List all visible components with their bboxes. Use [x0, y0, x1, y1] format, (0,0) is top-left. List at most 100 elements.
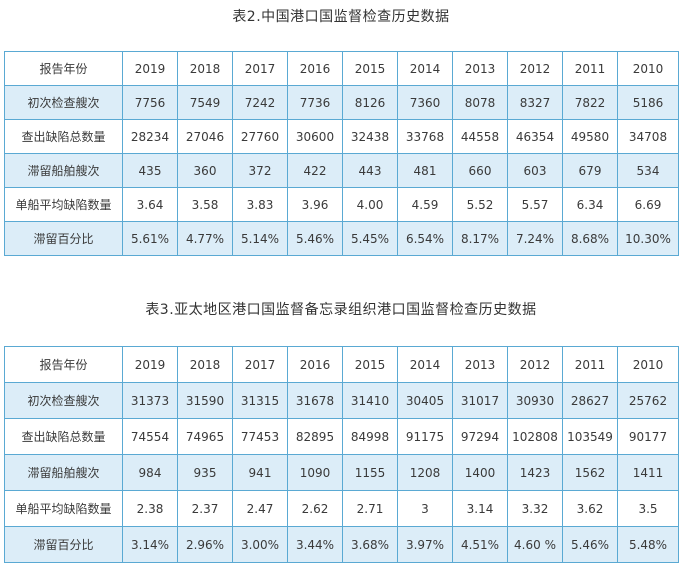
value-cell: 5.14% — [232, 221, 288, 256]
year-header-cell: 2016 — [287, 51, 343, 86]
table-row: 滞留百分比 3.14% 2.96% 3.00% 3.44% 3.68% 3.97% 4.51%… — [4, 526, 679, 563]
value-cell: 2.62 — [287, 490, 343, 527]
value-cell: 5.61% — [122, 221, 178, 256]
value-cell: 5.48% — [617, 526, 679, 563]
row-label-cell: 初次检查艘次 — [4, 85, 123, 120]
value-cell: 8327 — [507, 85, 563, 120]
table-row: 查出缺陷总数量 74554 74965 77453 82895 84998 91175 972… — [4, 418, 679, 455]
value-cell: 31017 — [452, 382, 508, 419]
year-header-cell: 2010 — [617, 51, 679, 86]
header-label-cell: 报告年份 — [4, 346, 123, 383]
value-cell: 74554 — [122, 418, 178, 455]
value-cell: 3.32 — [507, 490, 563, 527]
table-row: 滞留船舶艘次 984 935 941 1090 1155 1208 1400 1423 1562 1… — [4, 454, 679, 491]
row-label-cell: 滞留船舶艘次 — [4, 454, 123, 491]
value-cell: 1155 — [342, 454, 398, 491]
value-cell: 31315 — [232, 382, 288, 419]
year-header-cell: 2011 — [562, 51, 618, 86]
value-cell: 30405 — [397, 382, 453, 419]
value-cell: 90177 — [617, 418, 679, 455]
value-cell: 6.34 — [562, 187, 618, 222]
value-cell: 102808 — [507, 418, 563, 455]
value-cell: 4.51% — [452, 526, 508, 563]
table-row: 滞留船舶艘次 435 360 372 422 443 481 660 603 679 534 — [4, 153, 679, 188]
value-cell: 28234 — [122, 119, 178, 154]
value-cell: 31678 — [287, 382, 343, 419]
value-cell: 34708 — [617, 119, 679, 154]
year-header-cell: 2014 — [397, 346, 453, 383]
table-row: 查出缺陷总数量 28234 27046 27760 30600 32438 33768 445… — [4, 119, 679, 154]
value-cell: 91175 — [397, 418, 453, 455]
value-cell: 3.96 — [287, 187, 343, 222]
value-cell: 30930 — [507, 382, 563, 419]
value-cell: 97294 — [452, 418, 508, 455]
value-cell: 1400 — [452, 454, 508, 491]
year-header-cell: 2010 — [617, 346, 679, 383]
year-header-cell: 2019 — [122, 51, 178, 86]
header-row: 报告年份 2019 2018 2017 2016 2015 2014 2013 2012 2011… — [4, 51, 679, 86]
value-cell: 7822 — [562, 85, 618, 120]
table-row: 初次检查艘次 31373 31590 31315 31678 31410 30405 3101… — [4, 382, 679, 419]
value-cell: 6.54% — [397, 221, 453, 256]
header-row: 报告年份 2019 2018 2017 2016 2015 2014 2013 2012 2011… — [4, 346, 679, 383]
value-cell: 4.00 — [342, 187, 398, 222]
value-cell: 1411 — [617, 454, 679, 491]
year-header-cell: 2019 — [122, 346, 178, 383]
value-cell: 3.68% — [342, 526, 398, 563]
value-cell: 8078 — [452, 85, 508, 120]
value-cell: 4.77% — [177, 221, 233, 256]
year-header-cell: 2012 — [507, 346, 563, 383]
value-cell: 7360 — [397, 85, 453, 120]
year-header-cell: 2015 — [342, 346, 398, 383]
value-cell: 984 — [122, 454, 178, 491]
row-label-cell: 单船平均缺陷数量 — [4, 187, 123, 222]
value-cell: 422 — [287, 153, 343, 188]
year-header-cell: 2012 — [507, 51, 563, 86]
row-label-cell: 查出缺陷总数量 — [4, 119, 123, 154]
row-label-cell: 滞留船舶艘次 — [4, 153, 123, 188]
value-cell: 679 — [562, 153, 618, 188]
value-cell: 3.5 — [617, 490, 679, 527]
value-cell: 77453 — [232, 418, 288, 455]
value-cell: 5.45% — [342, 221, 398, 256]
value-cell: 2.38 — [122, 490, 178, 527]
value-cell: 2.47 — [232, 490, 288, 527]
value-cell: 372 — [232, 153, 288, 188]
value-cell: 443 — [342, 153, 398, 188]
table-row: 单船平均缺陷数量 2.38 2.37 2.47 2.62 2.71 3 3.14 3.32 3.6… — [4, 490, 679, 527]
header-label-cell: 报告年份 — [4, 51, 123, 86]
value-cell: 5.46% — [287, 221, 343, 256]
year-header-cell: 2017 — [232, 51, 288, 86]
value-cell: 1090 — [287, 454, 343, 491]
value-cell: 5.52 — [452, 187, 508, 222]
value-cell: 30600 — [287, 119, 343, 154]
asia-pacific-psc-table: 报告年份 2019 2018 2017 2016 2015 2014 2013 2012 2011… — [4, 346, 679, 563]
year-header-cell: 2018 — [177, 51, 233, 86]
value-cell: 7756 — [122, 85, 178, 120]
row-label-cell: 初次检查艘次 — [4, 382, 123, 419]
value-cell: 6.69 — [617, 187, 679, 222]
value-cell: 31410 — [342, 382, 398, 419]
value-cell: 1423 — [507, 454, 563, 491]
year-header-cell: 2017 — [232, 346, 288, 383]
value-cell: 3.44% — [287, 526, 343, 563]
value-cell: 5186 — [617, 85, 679, 120]
value-cell: 25762 — [617, 382, 679, 419]
value-cell: 44558 — [452, 119, 508, 154]
value-cell: 31373 — [122, 382, 178, 419]
value-cell: 3.14 — [452, 490, 508, 527]
value-cell: 3.00% — [232, 526, 288, 563]
value-cell: 7736 — [287, 85, 343, 120]
row-label-cell: 查出缺陷总数量 — [4, 418, 123, 455]
table-2-caption: 表2.中国港口国监督检查历史数据 — [232, 9, 450, 25]
value-cell: 5.57 — [507, 187, 563, 222]
value-cell: 28627 — [562, 382, 618, 419]
year-header-cell: 2016 — [287, 346, 343, 383]
value-cell: 84998 — [342, 418, 398, 455]
table-row: 单船平均缺陷数量 3.64 3.58 3.83 3.96 4.00 4.59 5.52 5.57… — [4, 187, 679, 222]
value-cell: 360 — [177, 153, 233, 188]
value-cell: 8.68% — [562, 221, 618, 256]
value-cell: 27760 — [232, 119, 288, 154]
value-cell: 2.71 — [342, 490, 398, 527]
year-header-cell: 2015 — [342, 51, 398, 86]
